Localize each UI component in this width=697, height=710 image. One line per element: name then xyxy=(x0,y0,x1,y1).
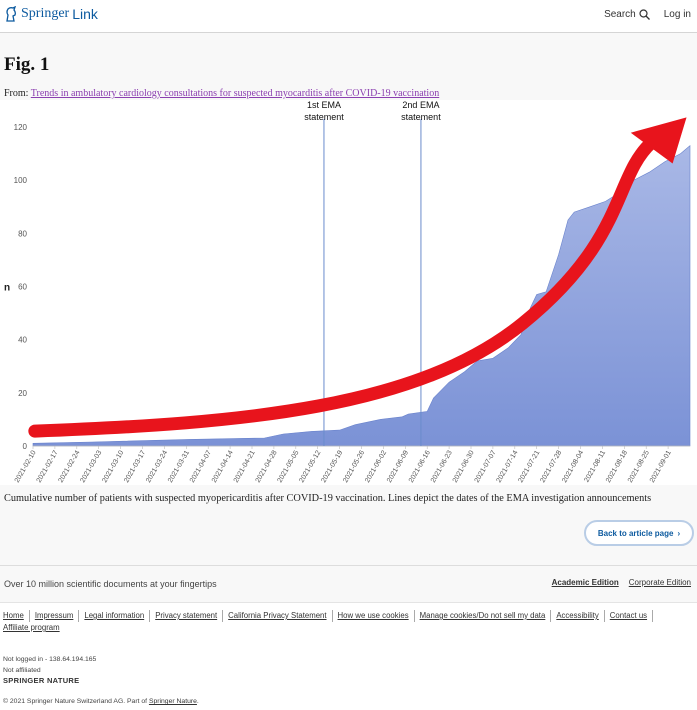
back-to-article-button[interactable]: Back to article page › xyxy=(584,520,694,546)
x-tick-label: 2021-02-10 xyxy=(14,449,38,484)
x-tick-label: 2021-07-07 xyxy=(474,449,498,484)
footer-link-privacy[interactable]: Privacy statement xyxy=(155,610,224,622)
footer-link-california-privacy[interactable]: California Privacy Statement xyxy=(228,610,333,622)
x-tick-label: 2021-04-28 xyxy=(255,449,279,484)
x-tick-label: 2021-02-17 xyxy=(36,449,60,484)
springer-nature-logo: SPRINGER NATURE xyxy=(3,676,80,685)
y-tick-label: 60 xyxy=(18,283,27,292)
copyright-text: © 2021 Springer Nature Switzerland AG. P… xyxy=(3,698,148,705)
footer-link-home[interactable]: Home xyxy=(3,610,30,622)
x-tick-label: 2021-07-28 xyxy=(539,449,563,484)
search-icon xyxy=(639,9,650,20)
footer-link-manage-cookies[interactable]: Manage cookies/Do not sell my data xyxy=(420,610,552,622)
red-arrow-head xyxy=(630,117,687,164)
figure-image: 0 20 40 60 80 100 120 n 1st EMA statement 2nd EMA s… xyxy=(0,100,697,485)
x-tick-label: 2021-08-18 xyxy=(605,449,629,484)
x-tick-label: 2021-03-10 xyxy=(101,449,125,484)
copyright-end: . xyxy=(196,698,199,705)
x-tick-label: 2021-04-14 xyxy=(211,449,235,484)
x-tick-label: 2021-03-31 xyxy=(167,449,191,484)
brand-name: Springer xyxy=(21,6,70,21)
ema-statement-label: statement xyxy=(304,112,344,122)
x-tick-label: 2021-03-24 xyxy=(145,449,169,484)
site-header: Springer Link Search Log in xyxy=(0,0,697,33)
x-tick-label: 2021-06-02 xyxy=(364,449,388,484)
academic-edition-link[interactable]: Academic Edition xyxy=(551,578,619,587)
x-tick-label: 2021-04-07 xyxy=(189,449,213,484)
springer-nature-link[interactable]: Springer Nature xyxy=(148,698,197,705)
back-button-label: Back to article page xyxy=(597,528,674,538)
y-tick-label: 120 xyxy=(14,123,28,132)
x-tick-label: 2021-03-17 xyxy=(123,449,147,484)
cumulative-area-series xyxy=(32,144,691,447)
footer-links: Home Impressum Legal information Privacy st… xyxy=(3,610,693,634)
x-tick-label: 2021-06-09 xyxy=(386,449,410,484)
x-tick-label: 2021-07-21 xyxy=(517,449,541,484)
x-tick-label: 2021-05-12 xyxy=(298,449,322,484)
y-tick-label: 0 xyxy=(23,442,28,451)
y-axis-label: n xyxy=(4,283,10,294)
springer-horse-icon xyxy=(6,6,17,22)
x-tick-label: 2021-08-25 xyxy=(627,449,651,484)
article-link[interactable]: Trends in ambulatory cardiology consulta… xyxy=(30,88,440,99)
y-tick-label: 20 xyxy=(18,389,27,398)
login-link[interactable]: Log in xyxy=(663,9,691,20)
login-status: Not logged in - 138.64.194.165 xyxy=(3,656,97,663)
copyright: © 2021 Springer Nature Switzerland AG. P… xyxy=(3,698,199,705)
search-label: Search xyxy=(604,9,636,20)
brand-link: Link xyxy=(72,6,98,22)
y-tick-label: 40 xyxy=(18,336,27,345)
x-tick-label: 2021-08-11 xyxy=(583,449,607,483)
x-tick-label: 2021-05-26 xyxy=(342,449,366,484)
footer-link-accessibility[interactable]: Accessibility xyxy=(556,610,605,622)
x-tick-label: 2021-07-14 xyxy=(496,449,520,484)
footer-link-legal[interactable]: Legal information xyxy=(84,610,151,622)
affiliation-status: Not affiliated xyxy=(3,667,41,674)
ema-statement-label: 2nd EMA xyxy=(402,100,439,110)
x-tick-label: 2021-06-30 xyxy=(452,449,476,484)
x-tick-label: 2021-06-16 xyxy=(408,449,432,484)
ema-statement-label: 1st EMA xyxy=(307,100,341,110)
x-tick-label: 2021-03-03 xyxy=(79,449,103,484)
footer-banner: Over 10 million scientific documents at … xyxy=(0,565,697,603)
y-tick-label: 100 xyxy=(14,176,28,185)
footer-link-affiliate[interactable]: Affiliate program xyxy=(3,623,60,632)
search-button[interactable]: Search xyxy=(604,9,650,20)
corporate-edition-link[interactable]: Corporate Edition xyxy=(628,578,691,587)
x-tick-label: 2021-05-05 xyxy=(277,449,301,484)
from-prefix: From: xyxy=(4,88,29,99)
figure-source: From: Trends in ambulatory cardiology co… xyxy=(4,88,439,99)
x-tick-label: 2021-04-21 xyxy=(233,449,257,484)
figure-title: Fig. 1 xyxy=(4,54,50,75)
footer-link-cookies[interactable]: How we use cookies xyxy=(338,610,415,622)
x-tick-label: 2021-02-24 xyxy=(58,449,82,484)
x-tick-label: 2021-09-01 xyxy=(649,449,673,484)
y-tick-label: 80 xyxy=(18,229,27,238)
springer-link-logo[interactable]: Springer Link xyxy=(4,6,98,22)
ema-statement-label: statement xyxy=(401,112,441,122)
figure-caption: Cumulative number of patients with suspe… xyxy=(4,493,652,504)
footer-link-impressum[interactable]: Impressum xyxy=(35,610,80,622)
footer-link-contact[interactable]: Contact us xyxy=(610,610,654,622)
cumulative-cases-chart: 0 20 40 60 80 100 120 n 1st EMA statement 2nd EMA s… xyxy=(4,100,691,484)
x-tick-label: 2021-08-04 xyxy=(561,449,585,484)
chevron-right-icon: › xyxy=(677,528,681,538)
footer-tagline: Over 10 million scientific documents at … xyxy=(4,579,217,589)
x-tick-label: 2021-05-19 xyxy=(320,449,344,484)
edition-switch: Academic Edition Corporate Edition xyxy=(542,578,691,587)
x-tick-label: 2021-06-23 xyxy=(430,449,454,484)
red-trend-arrow xyxy=(28,135,659,438)
